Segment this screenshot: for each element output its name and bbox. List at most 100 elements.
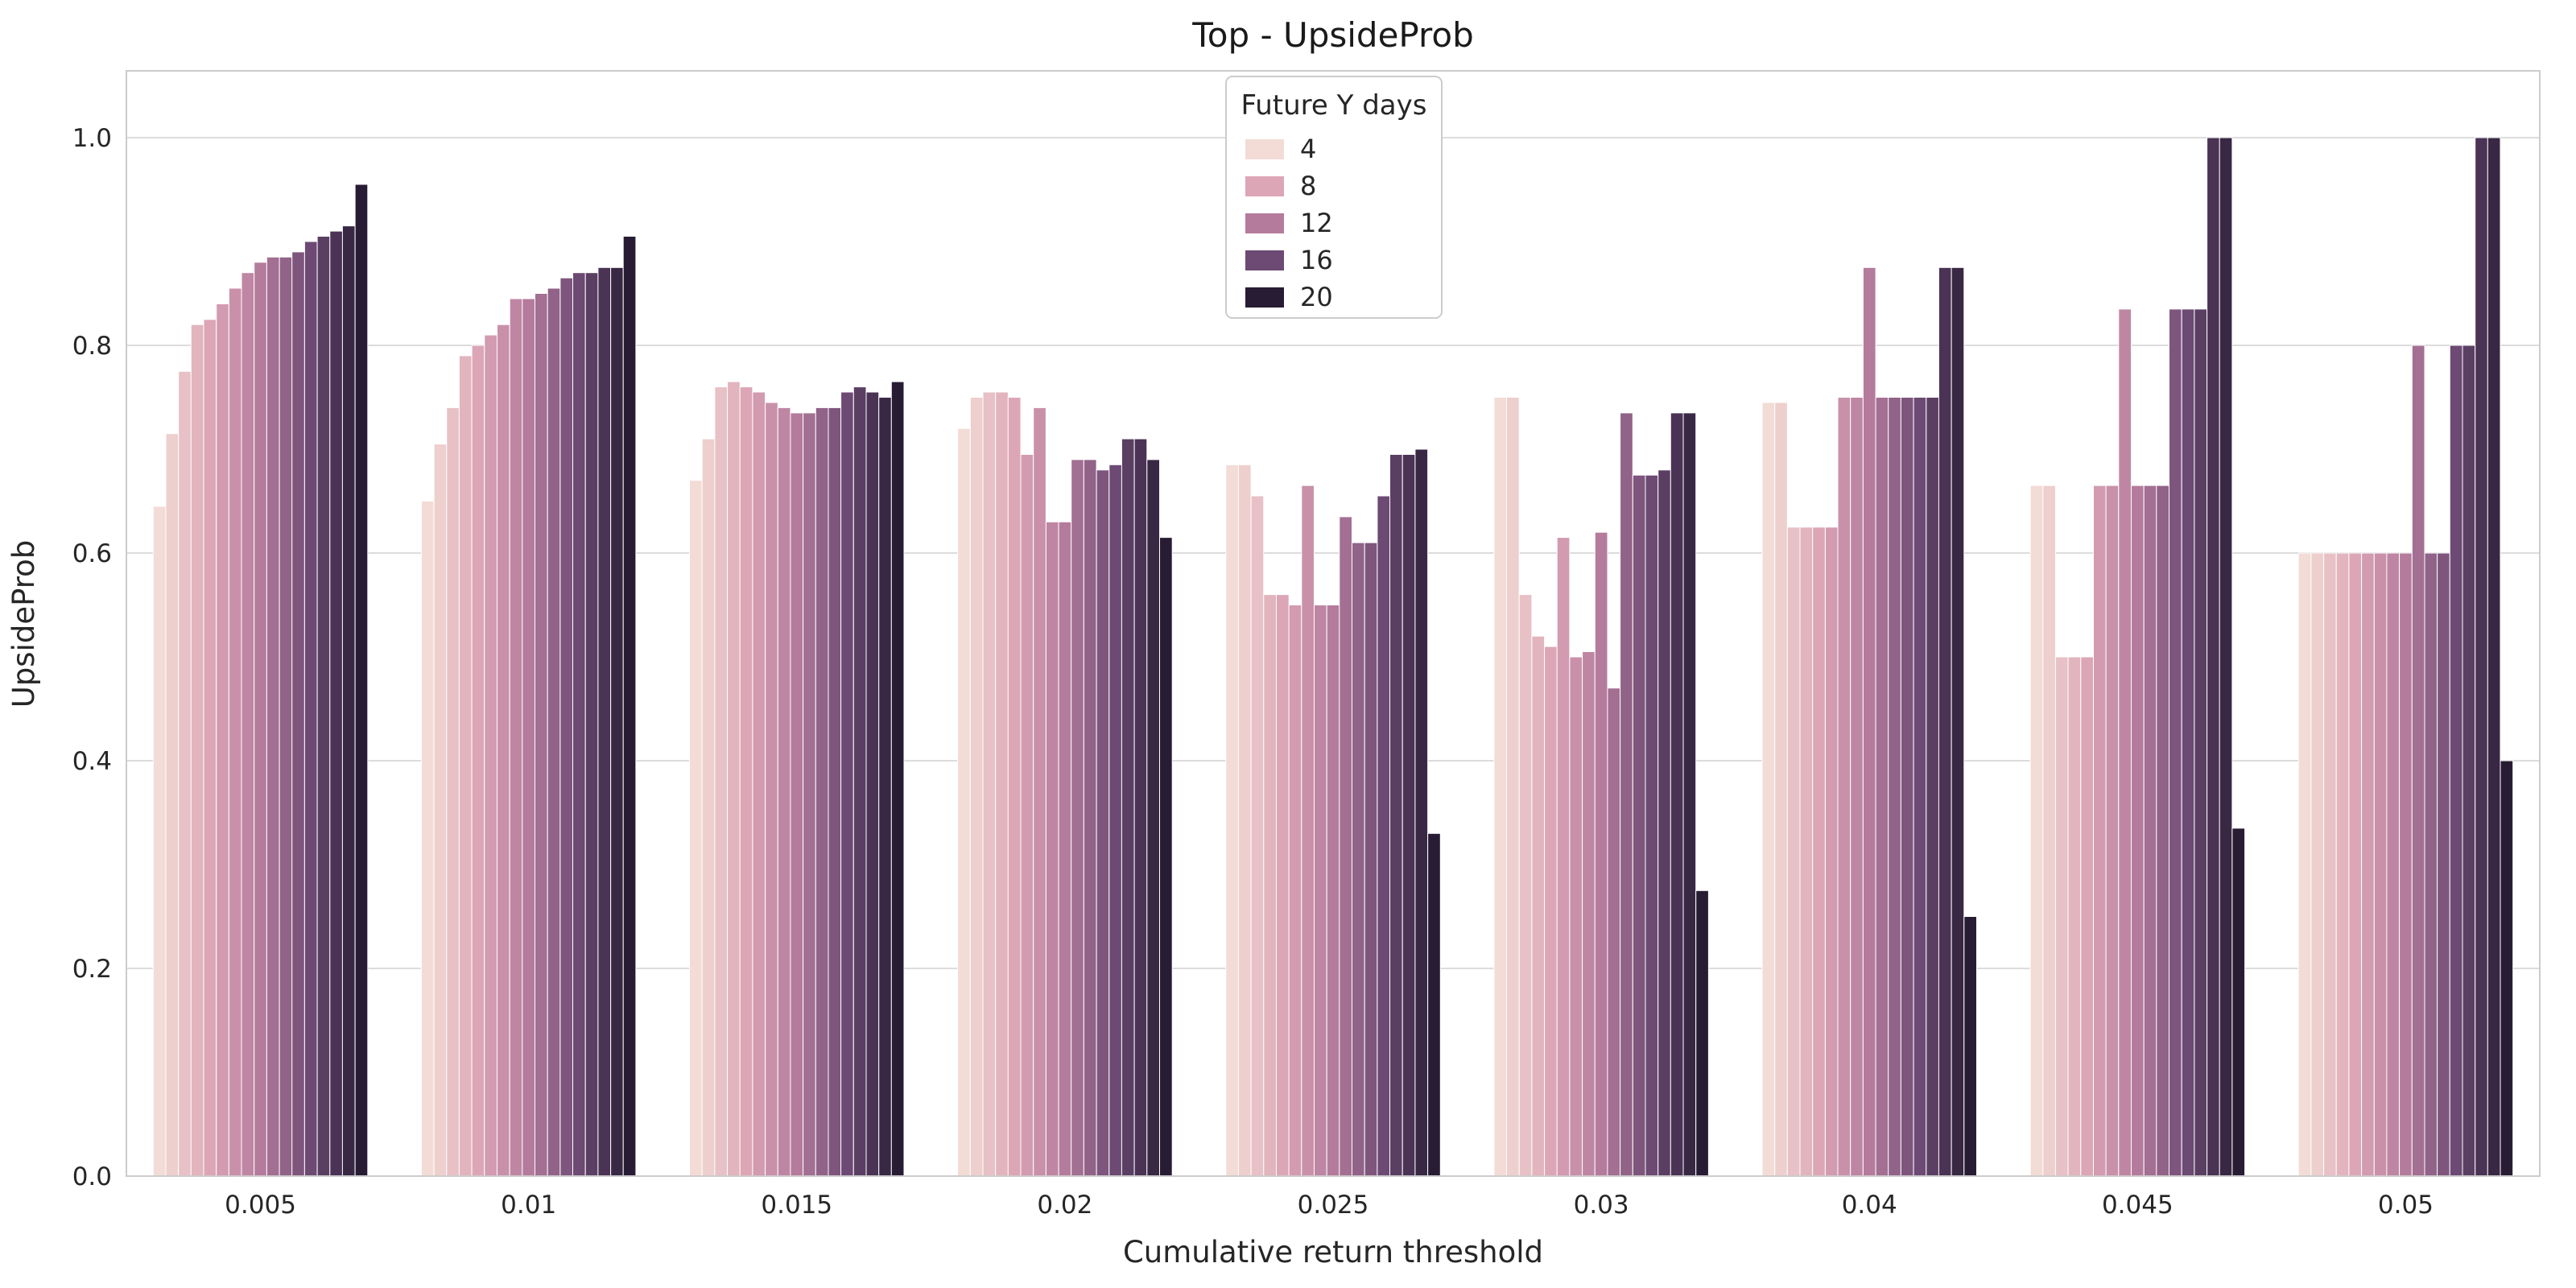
bar-0.015-day13	[803, 412, 816, 1177]
bar-0.01-day12	[522, 298, 535, 1177]
x-tick-labels: 0.005 0.01 0.015 0.02 0.025 0.03 0.04 0.045 0.05	[225, 1191, 2434, 1220]
bar-0.01-day7	[458, 355, 473, 1177]
bar-0.02-day9	[1020, 454, 1034, 1177]
chart-title: Top - UpsideProb	[1191, 15, 1473, 55]
bar-0.02-day6	[982, 391, 997, 1177]
bar-0.015-day9	[752, 391, 766, 1177]
bar-0.05-day15	[2437, 552, 2450, 1177]
y-tick-labels: 0.0 0.2 0.4 0.6 0.8 1.0	[72, 124, 112, 1191]
y-tick-label-0.0: 0.0	[72, 1162, 112, 1191]
bar-0.025-day17	[1389, 454, 1403, 1177]
y-tick-label-0.6: 0.6	[72, 539, 112, 568]
bar-0.02-day14	[1083, 459, 1097, 1177]
bar-0.025-day4	[1225, 464, 1240, 1177]
bar-0.03-day5	[1506, 397, 1520, 1177]
bar-0.05-day17	[2462, 345, 2476, 1177]
bar-0.015-day10	[765, 402, 778, 1177]
bar-0.04-day12	[1862, 266, 1876, 1177]
bar-0.015-day5	[701, 438, 716, 1177]
bar-0.05-day10	[2373, 552, 2388, 1177]
bar-0.01-day11	[509, 298, 523, 1177]
bar-0.015-day17	[852, 386, 867, 1177]
bar-0.04-day13	[1875, 397, 1889, 1177]
bar-0.03-day16	[1645, 474, 1659, 1177]
bar-0.045-day19	[2219, 137, 2233, 1177]
bar-0.01-day9	[484, 334, 497, 1177]
bar-0.03-day20	[1695, 890, 1709, 1177]
x-tick-label-0.02: 0.02	[1037, 1191, 1092, 1220]
x-tick-label-0.005: 0.005	[225, 1191, 296, 1220]
bar-0.04-day14	[1888, 397, 1901, 1177]
bar-0.05-day20	[2500, 760, 2514, 1177]
plot-border	[126, 70, 2541, 1177]
bar-0.045-day9	[2093, 485, 2107, 1177]
bar-0.03-day15	[1632, 474, 1646, 1177]
bar-0.025-day16	[1377, 495, 1391, 1177]
y-tick-label-0.2: 0.2	[72, 955, 112, 984]
bar-0.02-day17	[1121, 438, 1135, 1177]
bar-0.05-day19	[2487, 137, 2501, 1177]
bar-0.02-day8	[1007, 397, 1022, 1177]
y-tick-label-1.0: 1.0	[72, 124, 112, 153]
bar-0.005-day8	[203, 319, 217, 1177]
bar-0.02-day5	[969, 397, 984, 1177]
legend: Future Y days 4 8 12 16 20	[1225, 76, 1443, 319]
y-tick-label-0.8: 0.8	[72, 332, 112, 361]
bar-0.025-day12	[1326, 605, 1340, 1177]
bar-0.05-day8	[2348, 552, 2363, 1177]
bar-0.045-day7	[2067, 656, 2082, 1177]
x-tick-label-0.05: 0.05	[2378, 1191, 2434, 1220]
legend-label-16: 16	[1300, 245, 1333, 275]
bar-0.04-day15	[1900, 397, 1914, 1177]
bar-0.05-day14	[2424, 552, 2438, 1177]
bar-0.01-day6	[446, 407, 460, 1177]
bar-0.025-day9	[1288, 605, 1302, 1177]
bar-0.02-day7	[995, 391, 1009, 1177]
bar-0.005-day16	[303, 241, 318, 1177]
bar-0.005-day11	[241, 272, 255, 1177]
legend-swatch-20	[1245, 287, 1284, 308]
bar-0.045-day12	[2131, 485, 2145, 1177]
bar-0.04-day9	[1824, 526, 1839, 1177]
bar-0.015-day8	[739, 386, 753, 1177]
bar-0.03-day10	[1569, 656, 1583, 1177]
bar-0.005-day13	[266, 256, 280, 1177]
bar-0.01-day20	[622, 236, 637, 1177]
bar-0.04-day18	[1938, 266, 1952, 1177]
bar-0.05-day4	[2297, 552, 2312, 1177]
x-axis-label: Cumulative return threshold	[1123, 1235, 1543, 1269]
bar-0.02-day20	[1159, 537, 1173, 1177]
bar-0.04-day16	[1913, 397, 1927, 1177]
bar-0.05-day18	[2475, 137, 2488, 1177]
legend-label-4: 4	[1300, 134, 1316, 164]
bar-0.01-day15	[559, 277, 574, 1177]
bar-0.03-day12	[1594, 531, 1608, 1177]
y-axis-label: UpsideProb	[6, 540, 41, 708]
bar-0.015-day12	[790, 412, 804, 1177]
bar-0.045-day15	[2169, 308, 2182, 1177]
bar-0.02-day11	[1045, 521, 1059, 1177]
bar-0.03-day18	[1670, 412, 1684, 1177]
bar-0.05-day11	[2386, 552, 2401, 1177]
bar-0.03-day8	[1544, 646, 1558, 1177]
bar-0.05-day5	[2310, 552, 2325, 1177]
bar-0.015-day6	[714, 386, 729, 1177]
bar-0.005-day19	[341, 225, 356, 1177]
bar-0.045-day13	[2143, 485, 2157, 1177]
bar-0.04-day11	[1850, 397, 1864, 1177]
bar-0.045-day11	[2118, 308, 2132, 1177]
bar-0.025-day11	[1314, 605, 1327, 1177]
bar-0.03-day6	[1518, 594, 1533, 1177]
bar-0.02-day12	[1058, 521, 1072, 1177]
bar-0.025-day7	[1263, 594, 1278, 1177]
bar-0.025-day10	[1301, 485, 1315, 1177]
bar-0.02-day13	[1071, 459, 1084, 1177]
bar-0.005-day7	[190, 324, 204, 1177]
bar-0.04-day19	[1951, 266, 1965, 1177]
bar-0.01-day18	[597, 266, 612, 1177]
bar-0.01-day19	[610, 266, 624, 1177]
bar-0.015-day20	[890, 381, 905, 1177]
bar-0.045-day20	[2231, 828, 2246, 1177]
bar-0.03-day14	[1620, 412, 1633, 1177]
